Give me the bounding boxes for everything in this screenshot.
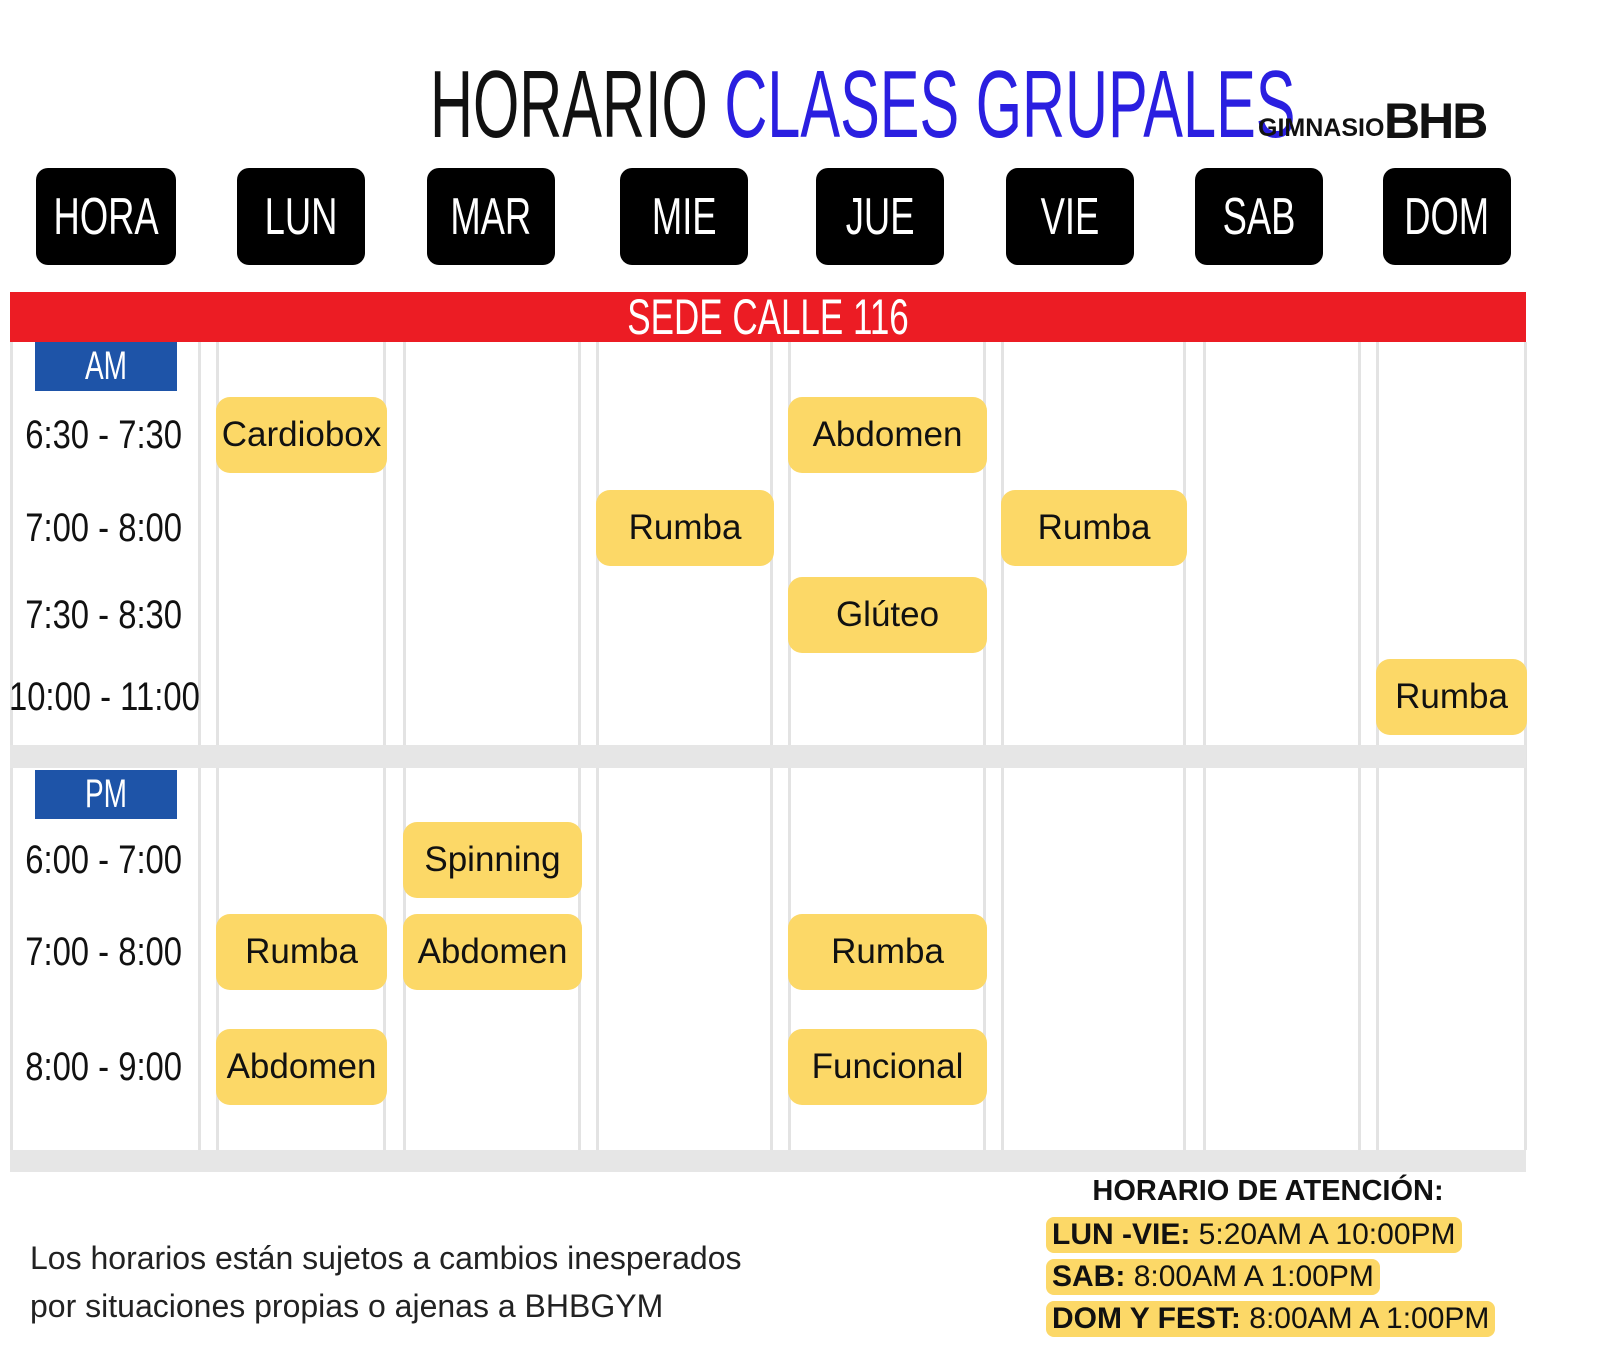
class-pill: Rumba [788,914,987,990]
day-label: LUN [264,187,338,246]
class-pill: Funcional [788,1029,987,1105]
section-label: PM [35,770,177,819]
class-pill: Abdomen [788,397,987,473]
time-label: 8:00 - 9:00 [25,1044,183,1089]
time-label: 6:30 - 7:30 [25,412,183,457]
section-label: AM [35,342,177,391]
title-blue: CLASES GRUPALES [724,51,1296,158]
day-label: VIE [1040,187,1100,246]
class-pill: Rumba [1001,490,1187,566]
day-header: VIE [1006,168,1134,265]
day-label: SAB [1222,187,1296,246]
section-text: PM [85,772,127,816]
day-header: HORA [36,168,176,265]
time-label: 10:00 - 11:00 [8,674,200,719]
class-pill: Spinning [403,822,582,898]
day-label: MAR [450,187,532,246]
section-divider [10,745,1526,768]
time-cell: 8:00 - 9:00 [10,1041,198,1093]
class-pill: Rumba [596,490,774,566]
day-label: MIE [651,187,717,246]
brand-big: BHB [1384,93,1488,149]
class-pill: Cardiobox [216,397,387,473]
hours-label: SAB: [1052,1260,1126,1293]
brand-small: GIMNASIO [1258,114,1385,142]
time-cell: 6:30 - 7:30 [10,409,198,461]
notice-line: Los horarios están sujetos a cambios ine… [30,1240,742,1276]
bottom-band [10,1150,1526,1172]
hours-value: 8:00AM A 1:00PM [1133,1260,1374,1293]
hours-label: DOM Y FEST: [1052,1302,1241,1335]
class-pill: Rumba [1376,659,1527,735]
day-label: HORA [53,187,159,246]
time-label: 7:00 - 8:00 [25,929,183,974]
sede-label: SEDE CALLE 116 [627,289,909,345]
time-cell: 6:00 - 7:00 [10,834,198,886]
time-cell: 7:00 - 8:00 [10,502,198,554]
hours-line: DOM Y FEST: 8:00AM A 1:00PM [1046,1301,1496,1337]
time-label: 6:00 - 7:00 [25,837,183,882]
title: HORARIO CLASES GRUPALES [430,55,1295,155]
title-black: HORARIO [430,51,708,158]
day-header: JUE [816,168,944,265]
day-header: MAR [427,168,555,265]
hours-line: SAB: 8:00AM A 1:00PM [1046,1259,1380,1295]
hours-label: LUN -VIE: [1052,1218,1191,1251]
day-label: JUE [845,187,915,246]
day-header: LUN [237,168,365,265]
sede-bar: SEDE CALLE 116 [10,289,1526,345]
hours-title: HORARIO DE ATENCIÓN: [1092,1175,1444,1207]
hours-value: 5:20AM A 10:00PM [1198,1218,1456,1251]
time-label: 7:00 - 8:00 [25,505,183,550]
day-header: DOM [1383,168,1511,265]
class-pill: Rumba [216,914,387,990]
class-pill: Glúteo [788,577,987,653]
day-header: MIE [620,168,748,265]
hours-line: LUN -VIE: 5:20AM A 10:00PM [1046,1217,1462,1253]
class-pill: Abdomen [403,914,582,990]
time-cell: 7:30 - 8:30 [10,589,198,641]
section-text: AM [85,344,127,388]
day-label: DOM [1404,187,1490,246]
notice-line: por situaciones propias o ajenas a BHBGY… [30,1288,664,1324]
time-label: 7:30 - 8:30 [25,592,183,637]
time-cell: 7:00 - 8:00 [10,926,198,978]
day-header: SAB [1195,168,1323,265]
hours-value: 8:00AM A 1:00PM [1249,1302,1490,1335]
class-pill: Abdomen [216,1029,387,1105]
time-cell: 10:00 - 11:00 [8,671,200,723]
